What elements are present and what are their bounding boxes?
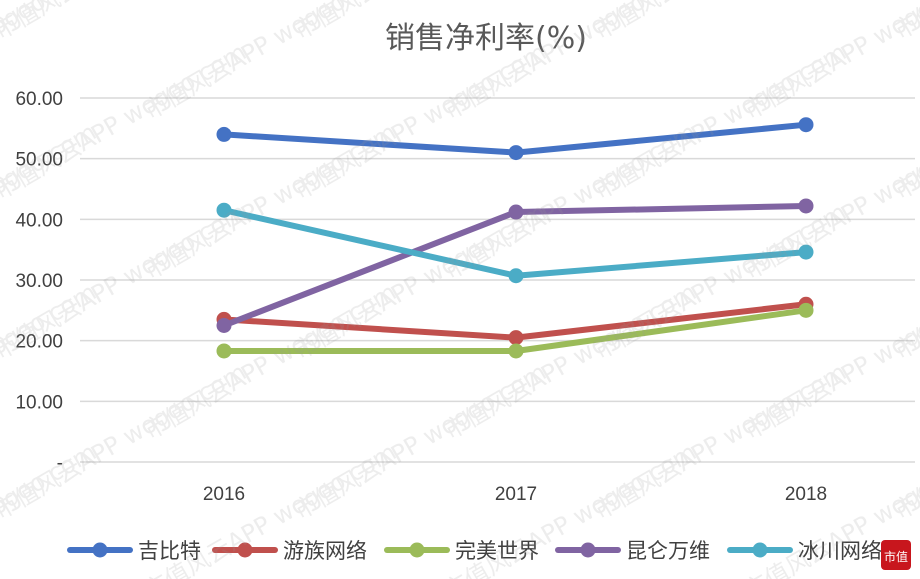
legend-marker bbox=[237, 542, 253, 558]
series-4 bbox=[216, 202, 814, 284]
data-point bbox=[508, 204, 524, 220]
y-tick-label: 10.00 bbox=[15, 392, 63, 413]
data-point bbox=[216, 318, 232, 333]
x-tick-label: 2016 bbox=[203, 484, 245, 505]
svg-text:市值: 市值 bbox=[884, 549, 908, 564]
watermark-text: 市值风云APP wogoo.com bbox=[0, 278, 101, 445]
data-point bbox=[798, 117, 814, 133]
legend-marker bbox=[580, 542, 596, 558]
legend-label: 昆仑万维 bbox=[626, 539, 710, 563]
y-axis-ticks: 60.00 50.00 40.00 30.00 20.00 10.00 - bbox=[15, 89, 63, 474]
legend-label: 吉比特 bbox=[138, 539, 201, 563]
legend-label: 完美世界 bbox=[455, 539, 539, 563]
legend-marker bbox=[409, 542, 425, 558]
data-point bbox=[216, 202, 232, 218]
series-2 bbox=[216, 302, 814, 359]
data-point bbox=[216, 343, 232, 359]
legend-item: 冰川网络 bbox=[727, 539, 882, 563]
y-tick-label: - bbox=[57, 453, 63, 474]
y-tick-label: 40.00 bbox=[15, 210, 63, 231]
legend-marker bbox=[92, 542, 108, 558]
watermark-text: 市值风云APP wogoo.com bbox=[439, 0, 701, 125]
legend-marker bbox=[752, 542, 768, 558]
legend-label: 游族网络 bbox=[283, 539, 367, 563]
chart-title: 销售净利率(%) bbox=[385, 21, 587, 56]
legend-item: 吉比特 bbox=[67, 539, 201, 563]
watermark-text: 市值风云APP wogoo.com bbox=[0, 38, 251, 205]
series-lines bbox=[216, 117, 814, 359]
data-point bbox=[216, 126, 232, 142]
data-point bbox=[508, 268, 524, 284]
data-point bbox=[508, 145, 524, 161]
legend-item: 昆仑万维 bbox=[555, 539, 710, 563]
watermark-text: 市值风云APP wogoo.com bbox=[0, 118, 101, 285]
y-tick-label: 30.00 bbox=[15, 271, 63, 292]
watermark-text: 市值风云APP wogoo.com bbox=[139, 0, 401, 125]
x-tick-label: 2017 bbox=[495, 484, 537, 505]
data-point bbox=[798, 198, 814, 214]
y-tick-label: 20.00 bbox=[15, 332, 63, 353]
logo-seal: 市值 bbox=[881, 540, 911, 570]
y-tick-label: 60.00 bbox=[15, 89, 63, 110]
legend-item: 游族网络 bbox=[212, 539, 367, 563]
x-tick-label: 2018 bbox=[785, 484, 827, 505]
series-3 bbox=[216, 198, 814, 333]
data-point bbox=[798, 244, 814, 260]
data-point bbox=[508, 330, 524, 346]
watermark-text: 市值风云APP wogoo.com bbox=[0, 438, 101, 579]
series-0 bbox=[216, 117, 814, 161]
data-point bbox=[798, 302, 814, 318]
y-tick-label: 50.00 bbox=[15, 150, 63, 171]
legend: 吉比特 游族网络 完美世界 昆仑万维 冰川网络 bbox=[67, 539, 882, 563]
x-axis-ticks: 2016 2017 2018 bbox=[203, 484, 827, 505]
legend-label: 冰川网络 bbox=[798, 539, 882, 563]
legend-item: 完美世界 bbox=[384, 539, 539, 563]
data-point bbox=[508, 343, 524, 359]
